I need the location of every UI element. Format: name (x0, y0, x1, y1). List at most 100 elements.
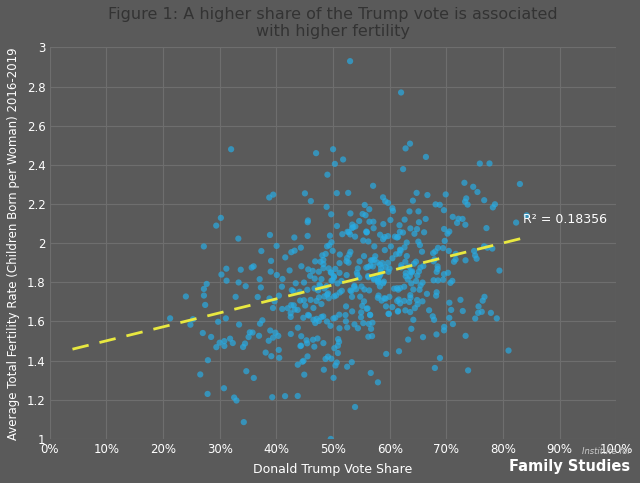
Point (381, 350, 391, 358)
Point (211, 222, 221, 229)
Point (241, 283, 251, 290)
Point (323, 171, 333, 179)
Point (330, 160, 340, 168)
Point (438, 276, 448, 284)
Point (234, 321, 244, 328)
Point (353, 325, 363, 332)
Point (413, 238, 424, 245)
Point (364, 286, 374, 294)
Point (214, 339, 225, 347)
Point (388, 207, 398, 215)
Point (289, 288, 299, 296)
Point (330, 362, 340, 369)
Point (393, 286, 403, 294)
Point (199, 285, 209, 293)
Point (373, 279, 383, 286)
Point (274, 346, 284, 354)
Point (405, 294, 415, 301)
Point (338, 156, 348, 163)
Point (479, 293, 490, 301)
Point (414, 268, 424, 275)
Point (354, 217, 364, 225)
Point (415, 264, 426, 271)
Point (363, 272, 373, 280)
Point (376, 268, 386, 275)
Point (392, 284, 402, 292)
Point (428, 249, 438, 257)
Point (373, 277, 383, 285)
Point (321, 250, 331, 258)
Point (266, 257, 276, 265)
Point (321, 355, 331, 363)
Point (343, 189, 353, 197)
Point (198, 329, 208, 337)
Point (271, 242, 282, 250)
Point (360, 212, 371, 219)
Point (380, 198, 390, 205)
Point (385, 216, 396, 224)
Point (422, 290, 432, 298)
Point (431, 330, 442, 338)
Point (313, 286, 323, 294)
Point (412, 296, 422, 304)
Point (399, 243, 410, 251)
Point (402, 252, 412, 260)
Point (406, 280, 417, 287)
Point (376, 269, 386, 277)
Point (335, 289, 345, 297)
Point (387, 255, 397, 262)
Point (405, 291, 415, 299)
Point (448, 320, 458, 328)
Point (289, 306, 300, 313)
Point (375, 261, 385, 269)
Point (435, 354, 445, 362)
Point (433, 277, 443, 284)
Point (409, 260, 419, 268)
Point (310, 319, 321, 327)
Y-axis label: Average Total Fertility Rate (Children Born per Woman) 2016-2019: Average Total Fertility Rate (Children B… (7, 47, 20, 440)
Point (335, 251, 345, 258)
Point (469, 247, 479, 255)
Point (439, 206, 449, 214)
Point (333, 349, 343, 357)
Point (404, 298, 414, 306)
Point (292, 324, 303, 331)
Point (226, 145, 236, 153)
Point (415, 282, 426, 289)
Point (415, 286, 425, 294)
Point (429, 276, 439, 284)
Point (319, 366, 329, 373)
Point (461, 195, 471, 202)
Point (380, 246, 390, 254)
Point (345, 230, 355, 238)
Point (410, 230, 420, 238)
Point (231, 397, 241, 404)
Point (412, 189, 422, 197)
Point (256, 247, 266, 255)
Point (398, 229, 408, 237)
Point (439, 270, 449, 278)
Point (396, 261, 406, 269)
Point (345, 248, 355, 256)
Point (243, 333, 253, 341)
Point (285, 309, 296, 317)
Point (424, 306, 434, 314)
Point (300, 189, 310, 197)
Point (354, 274, 364, 282)
Point (347, 308, 357, 315)
Point (355, 257, 365, 265)
Point (221, 277, 232, 284)
Point (401, 272, 411, 280)
Point (410, 304, 420, 312)
Point (277, 275, 287, 283)
Point (276, 283, 287, 291)
Point (310, 275, 320, 283)
Point (370, 252, 380, 260)
Point (326, 355, 337, 363)
Point (332, 222, 342, 230)
Point (314, 281, 324, 288)
Point (305, 272, 316, 280)
Point (391, 250, 401, 258)
Point (350, 233, 360, 241)
Point (294, 288, 305, 296)
